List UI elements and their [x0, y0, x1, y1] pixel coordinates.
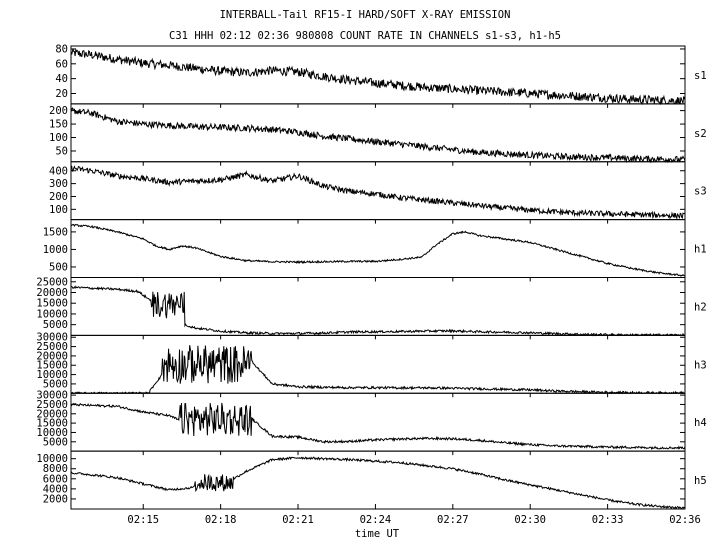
x-tick-label: 02:33 — [592, 514, 624, 526]
y-tick-label: 10000 — [36, 453, 68, 465]
y-tick-label: 20000 — [36, 287, 68, 299]
panel-stack: 20406080s150100150200s2100200300400s3500… — [36, 43, 707, 510]
y-tick-label: 20 — [55, 88, 68, 100]
y-tick-label: 25000 — [36, 399, 68, 411]
panel-frame — [70, 219, 686, 278]
channel-label-h4: h4 — [694, 417, 707, 429]
y-tick-label: 300 — [49, 178, 68, 190]
y-tick-label: 50 — [55, 145, 68, 157]
y-tick-label: 500 — [49, 261, 68, 273]
y-tick-label: 30000 — [36, 390, 68, 402]
channel-label-s2: s2 — [694, 128, 707, 140]
series-line-s1 — [70, 47, 686, 106]
series-line-h4 — [70, 402, 686, 450]
y-tick-label: 25000 — [36, 276, 68, 288]
y-tick-label: 80 — [55, 43, 68, 55]
panel-s1: 20 40 60 80 s1 — [55, 43, 707, 106]
series-line-h3 — [70, 345, 686, 395]
y-tick-label: 25000 — [36, 341, 68, 353]
y-tick-label: 20000 — [36, 408, 68, 420]
x-tick-label: 02:15 — [127, 514, 159, 526]
y-tick-label: 10000 — [36, 308, 68, 320]
channel-label-h3: h3 — [694, 359, 707, 371]
panel-frame — [70, 103, 686, 163]
y-tick-label: 15000 — [36, 360, 68, 372]
x-tick-label: 02:27 — [437, 514, 469, 526]
series-line-s3 — [70, 165, 686, 221]
chart-title: INTERBALL-Tail RF15-I HARD/SOFT X-RAY EM… — [220, 9, 511, 21]
series-line-h5 — [70, 456, 686, 510]
x-tick-label: 02:24 — [360, 514, 392, 526]
y-tick-label: 5000 — [43, 319, 68, 331]
channel-label-h1: h1 — [694, 244, 707, 256]
panel-frame — [70, 392, 686, 452]
y-tick-label: 8000 — [43, 463, 68, 475]
x-tick-label: 02:18 — [205, 514, 237, 526]
panel-frame — [70, 45, 686, 105]
y-tick-label: 1000 — [43, 244, 68, 256]
y-tick-label: 200 — [49, 105, 68, 117]
series-line-h1 — [70, 223, 686, 277]
y-tick-label: 60 — [55, 58, 68, 70]
y-tick-label: 2000 — [43, 493, 68, 505]
series-line-h2 — [70, 285, 686, 337]
y-tick-label: 15000 — [36, 298, 68, 310]
y-tick-label: 10000 — [36, 369, 68, 381]
channel-label-h2: h2 — [694, 301, 707, 313]
panel-h1: 500 1000 1500 h1 — [43, 219, 707, 278]
panel-frame — [70, 450, 686, 510]
y-tick-label: 5000 — [43, 436, 68, 448]
y-tick-label: 40 — [55, 73, 68, 85]
y-tick-label: 4000 — [43, 483, 68, 495]
channel-label-s3: s3 — [694, 186, 707, 198]
x-tick-label: 02:21 — [282, 514, 314, 526]
y-tick-label: 5000 — [43, 378, 68, 390]
y-tick-label: 15000 — [36, 418, 68, 430]
y-tick-label: 400 — [49, 165, 68, 177]
y-tick-label: 200 — [49, 191, 68, 203]
y-tick-label: 1500 — [43, 226, 68, 238]
x-axis-label: time UT — [355, 528, 400, 540]
x-tick-label: 02:36 — [669, 514, 701, 526]
panel-frame — [70, 161, 686, 221]
y-tick-label: 100 — [49, 132, 68, 144]
series-line-s2 — [70, 106, 686, 164]
y-tick-label: 30000 — [36, 332, 68, 344]
x-tick-label: 02:30 — [514, 514, 546, 526]
x-axis: 02:15 02:18 02:21 02:24 02:27 02:30 02:33 02:36 — [127, 504, 701, 526]
y-tick-label: 6000 — [43, 473, 68, 485]
channel-label-h5: h5 — [694, 475, 707, 487]
channel-label-s1: s1 — [694, 70, 707, 82]
y-tick-label: 10000 — [36, 427, 68, 439]
y-tick-label: 150 — [49, 119, 68, 131]
y-tick-label: 20000 — [36, 350, 68, 362]
y-tick-label: 100 — [49, 204, 68, 216]
chart-subtitle: C31 HHH 02:12 02:36 980808 COUNT RATE IN… — [169, 30, 561, 42]
